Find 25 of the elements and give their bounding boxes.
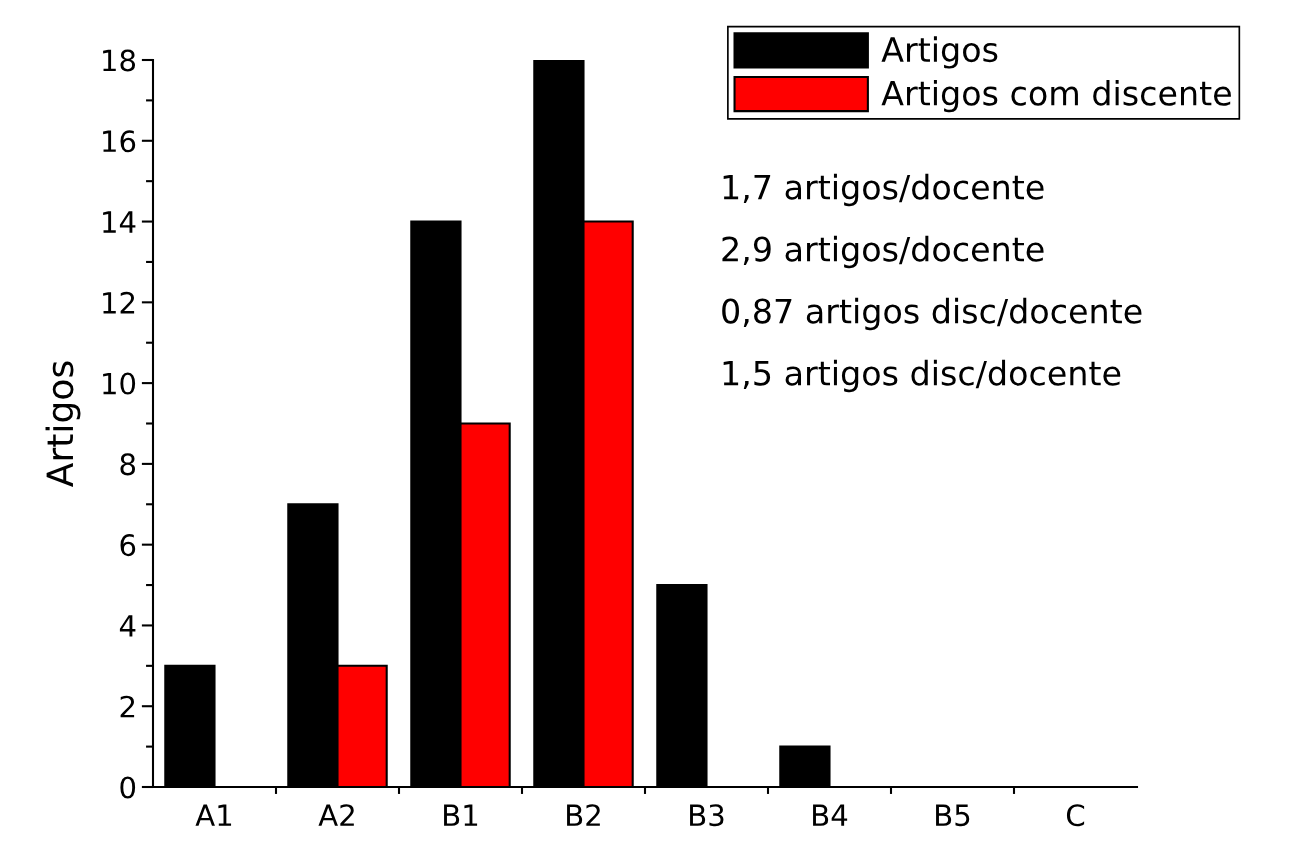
- x-tick-label: B4: [813, 804, 848, 826]
- y-tick-label: 14: [103, 211, 136, 233]
- x-tick-label: B3: [690, 804, 724, 827]
- annotation: 1,7 artigos/docente: [723, 173, 1044, 207]
- y-tick-label: 8: [120, 453, 136, 476]
- y-tick-label: 10: [103, 372, 136, 395]
- annotation: 0,87 artigos disc/docente: [722, 297, 1142, 331]
- y-tick-label: 2: [120, 695, 135, 718]
- x-tick-label: B2: [567, 804, 600, 826]
- legend-label: Artigos com discente: [881, 79, 1231, 113]
- x-tick-label: B1: [444, 804, 478, 826]
- annotation: 1,5 artigos disc/docente: [723, 359, 1121, 393]
- y-tick-label: 12: [103, 291, 135, 314]
- x-tick-label: A2: [318, 804, 354, 826]
- x-tick-label: C: [1066, 804, 1085, 827]
- y-tick-label: 6: [120, 534, 136, 557]
- x-tick-label: A1: [195, 804, 232, 826]
- legend-label: Artigos: [881, 36, 998, 69]
- y-tick-label: 18: [103, 49, 136, 72]
- x-tick-label: B5: [936, 804, 970, 827]
- y-tick-label: 0: [120, 776, 136, 799]
- y-axis-title: Artigos: [45, 361, 81, 487]
- y-tick-label: 4: [119, 615, 136, 637]
- annotation: 2,9 artigos/docente: [722, 235, 1044, 269]
- y-tick-label: 16: [103, 130, 136, 153]
